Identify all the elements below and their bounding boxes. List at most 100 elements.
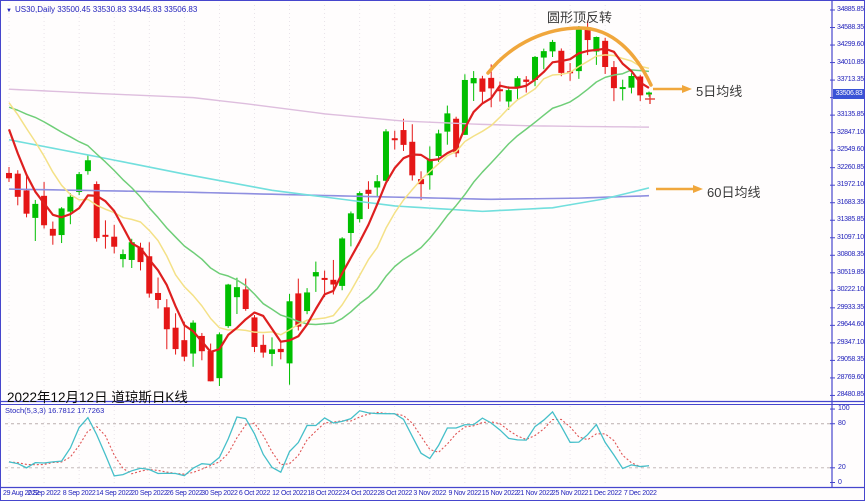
candle-body bbox=[523, 79, 530, 82]
time-axis-label: 8 Sep 2022 bbox=[62, 490, 96, 497]
price-axis-label: 31972.10 bbox=[837, 181, 864, 189]
price-axis-label: 34885.85 bbox=[837, 6, 864, 13]
candle-body bbox=[435, 133, 442, 157]
candle-body bbox=[172, 327, 179, 350]
price-axis-label: 34588.35 bbox=[837, 23, 864, 31]
stoch-axis-label: 20 bbox=[838, 463, 846, 471]
candle-body bbox=[453, 118, 460, 154]
candle-body bbox=[409, 141, 416, 176]
candle-body bbox=[312, 272, 319, 277]
price-axis-label: 31385.85 bbox=[837, 216, 864, 224]
candle-body bbox=[470, 78, 477, 84]
candle-body bbox=[488, 77, 495, 89]
candle-body bbox=[155, 292, 162, 300]
candle-body bbox=[207, 351, 214, 382]
stoch-d-line bbox=[8, 411, 650, 475]
symbol-title: ▼ US30,Daily 33500.45 33530.83 33445.83 3… bbox=[6, 5, 197, 14]
candle-body bbox=[286, 301, 293, 364]
candle-body bbox=[6, 172, 12, 179]
time-axis-label: 25 Nov 2022 bbox=[551, 490, 589, 497]
candle-body bbox=[514, 78, 521, 88]
price-axis-label: 32549.60 bbox=[837, 146, 864, 154]
candle-body bbox=[260, 344, 267, 353]
ma5-arrow-head bbox=[682, 85, 692, 93]
candle-body bbox=[619, 87, 626, 90]
long-ma-violet-line bbox=[8, 188, 650, 201]
collapse-triangle-icon[interactable]: ▼ bbox=[6, 8, 12, 14]
price-axis-label: 31097.10 bbox=[837, 233, 864, 241]
candle-body bbox=[84, 160, 91, 172]
candle-body bbox=[610, 67, 617, 89]
candle-body bbox=[540, 51, 547, 58]
candle-body bbox=[356, 193, 363, 220]
candle-body bbox=[146, 256, 153, 294]
candle-body bbox=[163, 307, 170, 330]
candle-body bbox=[23, 190, 30, 214]
candle-body bbox=[637, 76, 644, 96]
time-axis-label: 14 Sep 2022 bbox=[96, 490, 133, 497]
candle-body bbox=[461, 79, 468, 135]
time-axis-label: 7 Dec 2022 bbox=[623, 490, 657, 497]
stoch-axis-label: 0 bbox=[838, 478, 842, 486]
drawing-annotations[interactable] bbox=[486, 26, 703, 193]
time-axis-label: 21 Nov 2022 bbox=[516, 490, 554, 497]
ma5-annotation-label: 5日均线 bbox=[696, 84, 743, 99]
time-axis-label: 1 Dec 2022 bbox=[588, 490, 622, 497]
price-axis-label: 29644.60 bbox=[837, 321, 864, 329]
stoch-indicator-label: Stoch(5,3,3) 16.7812 17.7263 bbox=[5, 406, 105, 415]
candle-body bbox=[628, 75, 635, 88]
candle-body bbox=[233, 287, 240, 298]
candle-body bbox=[49, 228, 56, 236]
stoch-panel[interactable] bbox=[5, 410, 831, 477]
candle-body bbox=[602, 40, 609, 68]
candle-body bbox=[321, 277, 328, 280]
ma60-line bbox=[8, 138, 650, 213]
time-axis-label: 9 Nov 2022 bbox=[448, 490, 482, 497]
price-axis-label: 34010.85 bbox=[837, 58, 864, 66]
candle-body bbox=[391, 138, 398, 141]
price-axis-label: 29933.35 bbox=[837, 303, 864, 311]
candle-body bbox=[225, 284, 232, 327]
price-axis-label: 33135.85 bbox=[837, 111, 864, 119]
candle-body bbox=[505, 90, 512, 102]
ma20-line bbox=[8, 69, 650, 326]
candle-body bbox=[41, 195, 48, 226]
candle-body bbox=[575, 27, 582, 72]
time-axis-label: 12 Oct 2022 bbox=[272, 490, 307, 497]
candle-body bbox=[32, 203, 39, 218]
price-axis-label: 28480.85 bbox=[837, 391, 864, 399]
price-axis-label: 30222.10 bbox=[837, 286, 864, 294]
candle-body bbox=[190, 322, 197, 354]
ma60-annotation-label: 60日均线 bbox=[707, 185, 761, 200]
price-axis-label: 30519.85 bbox=[837, 268, 864, 276]
candle-body bbox=[295, 293, 302, 327]
candle-body bbox=[277, 348, 284, 353]
time-axis-label: 18 Oct 2022 bbox=[307, 490, 343, 497]
candle-body bbox=[347, 213, 354, 234]
rounded-top-annotation-label: 圆形顶反转 bbox=[547, 10, 613, 25]
candle-body bbox=[549, 41, 556, 52]
candle-body bbox=[304, 292, 311, 312]
ma60-arrow-head bbox=[693, 185, 703, 193]
candle-body bbox=[593, 36, 600, 52]
candle-body bbox=[216, 334, 223, 379]
time-axis-label: 2 Sep 2022 bbox=[27, 490, 61, 497]
time-axis-label: 29 Aug 2022 bbox=[3, 490, 40, 497]
candle-body bbox=[58, 208, 65, 236]
current-price-tag: 33506.83 bbox=[833, 89, 864, 99]
stoch-axis-label: 80 bbox=[838, 419, 846, 427]
candle-body bbox=[382, 131, 389, 181]
time-axis-label: 26 Sep 2022 bbox=[166, 490, 203, 497]
time-axis-label: 30 Sep 2022 bbox=[201, 490, 238, 497]
candle-body bbox=[532, 56, 539, 80]
long-ma-plum-line bbox=[8, 88, 649, 128]
candle-body bbox=[181, 340, 188, 357]
candle-body bbox=[102, 234, 109, 237]
time-axis-label: 6 Oct 2022 bbox=[238, 490, 271, 497]
price-axis-label: 29058.35 bbox=[837, 356, 864, 364]
candle-body bbox=[242, 289, 249, 310]
rounded-top-arc bbox=[486, 26, 653, 87]
candle-body bbox=[400, 130, 407, 145]
